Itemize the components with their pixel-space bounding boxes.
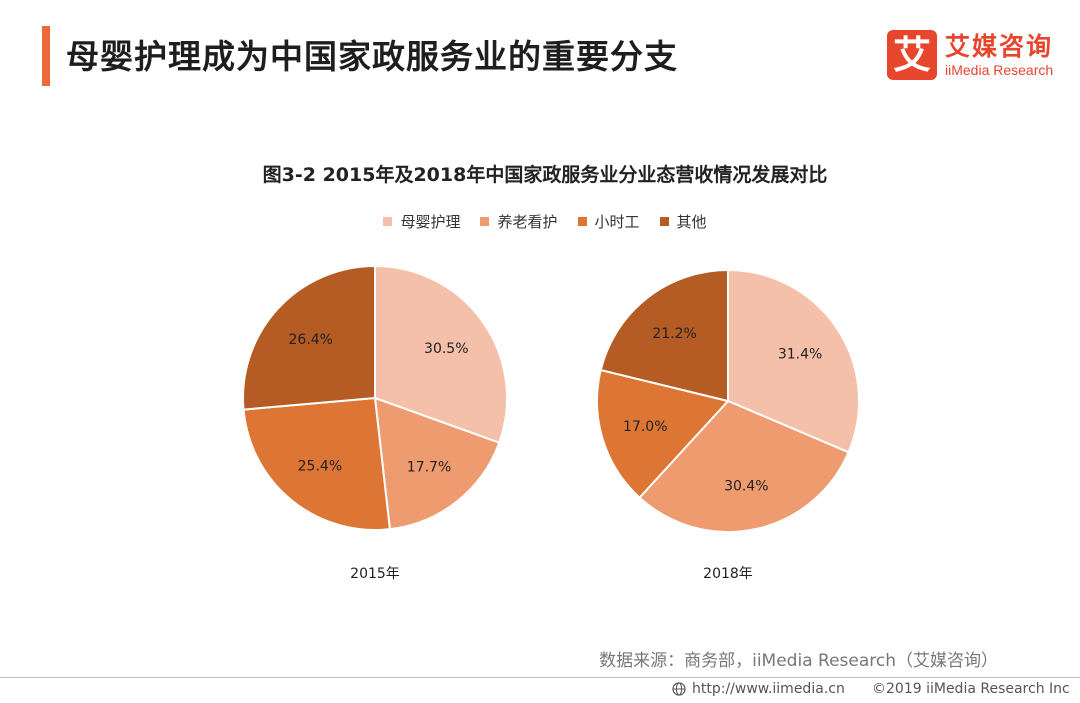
legend-item-other: 其他 <box>659 211 707 232</box>
footer-url[interactable]: http://www.iimedia.cn <box>672 681 845 697</box>
pie-0-slice-0 <box>374 264 508 444</box>
legend-label: 小时工 <box>594 213 640 231</box>
pie-0-slice-3 <box>242 264 376 411</box>
pie-0-slice-1-label: 17.7% <box>407 459 451 475</box>
pie-1-slice-2-label: 17.0% <box>623 419 667 435</box>
legend-swatch <box>383 217 393 226</box>
pie-0-year-label: 2015年 <box>350 566 400 582</box>
legend-label: 母婴护理 <box>400 213 461 231</box>
pie-0-slice-3-label: 26.4% <box>289 332 333 348</box>
pie-1-slice-1-label: 30.4% <box>724 478 768 494</box>
data-source: 数据来源：商务部，iiMedia Research（艾媒咨询） <box>599 651 998 671</box>
footer-copyright: ©2019 iiMedia Research Inc <box>872 681 1070 697</box>
pie-1-slice-0 <box>727 268 860 454</box>
logo-en: iiMedia Research <box>945 61 1054 78</box>
legend-swatch <box>659 217 669 226</box>
legend-swatch <box>577 217 587 226</box>
legend-label: 其他 <box>676 213 707 231</box>
iimedia-logo: 艾 艾媒咨询 iiMedia Research <box>887 30 1053 80</box>
pie-1-slice-2 <box>596 368 730 500</box>
legend-item-elderly: 养老看护 <box>480 211 558 232</box>
pie-1-slice-3 <box>599 268 729 403</box>
pie-0-slice-1 <box>373 396 501 531</box>
legend-item-maternal: 母婴护理 <box>383 211 460 232</box>
page-title: 母婴护理成为中国家政服务业的重要分支 <box>66 37 678 76</box>
legend-swatch <box>480 217 490 226</box>
pie-0-slice-2 <box>242 396 392 531</box>
pie-1-slice-1 <box>638 399 850 533</box>
pie-0-slice-0-label: 30.5% <box>424 341 468 357</box>
logo-text: 艾媒咨询 iiMedia Research <box>945 34 1053 77</box>
globe-icon <box>672 682 686 696</box>
logo-cn: 艾媒咨询 <box>945 31 1054 61</box>
pie-1-slice-3-label: 21.2% <box>652 326 696 342</box>
footer: http://www.iimedia.cn ©2019 iiMedia Rese… <box>0 681 1080 703</box>
footer-url-text: http://www.iimedia.cn <box>692 681 845 697</box>
footer-divider <box>0 677 1080 678</box>
legend-label: 养老看护 <box>497 213 558 231</box>
chart-legend: 母婴护理 养老看护 小时工 其他 <box>0 211 1080 232</box>
pie-0-slice-2-label: 25.4% <box>298 458 342 474</box>
logo-mark: 艾 <box>887 30 937 80</box>
chart-title: 图3-2 2015年及2018年中国家政服务业分业态营收情况发展对比 <box>262 164 828 186</box>
pie-1-slice-0-label: 31.4% <box>778 346 822 362</box>
pie-1-year-label: 2018年 <box>703 566 753 582</box>
title-accent-bar <box>42 26 50 86</box>
legend-item-hourly: 小时工 <box>577 211 640 232</box>
